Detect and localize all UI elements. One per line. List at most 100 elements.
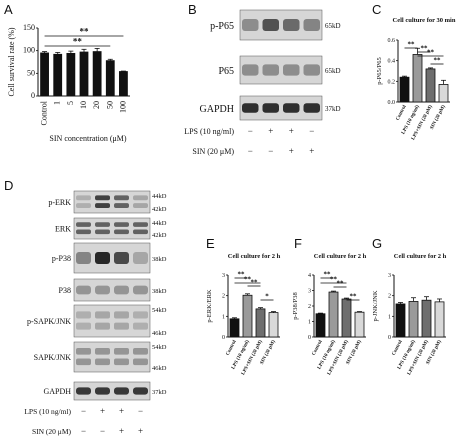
treatment-sign: + bbox=[268, 126, 273, 136]
treatment-sign: + bbox=[309, 146, 314, 156]
bar bbox=[425, 68, 436, 103]
blot-row-label: p-P38 bbox=[52, 254, 71, 263]
band bbox=[95, 195, 110, 201]
band bbox=[114, 387, 129, 395]
bar bbox=[242, 294, 253, 338]
band bbox=[76, 285, 91, 295]
band bbox=[95, 348, 110, 355]
band bbox=[242, 19, 259, 31]
significance-marker: ** bbox=[350, 293, 358, 301]
significance-marker: ** bbox=[421, 45, 429, 53]
bar bbox=[341, 298, 352, 338]
bar bbox=[79, 51, 89, 97]
molecular-weight-label: 46kD bbox=[152, 330, 167, 337]
y-tick-label: 3 bbox=[308, 289, 311, 295]
blot-background bbox=[73, 381, 151, 401]
blot-background bbox=[73, 190, 151, 214]
x-tick-label: Control bbox=[312, 339, 324, 357]
x-axis-label: SIN concentration (μM) bbox=[49, 134, 126, 143]
band bbox=[133, 322, 148, 330]
molecular-weight-label: 54kD bbox=[152, 344, 167, 351]
band bbox=[133, 229, 148, 235]
blot-row-label: p-ERK bbox=[48, 198, 71, 207]
y-tick-label: 0 bbox=[308, 335, 311, 341]
x-tick-label: 100 bbox=[118, 101, 127, 113]
blot-panel-b: p-P65 65kD P65 65kD GAPDH 37kD LPS (10 ng/ml) −… bbox=[184, 9, 341, 156]
band bbox=[114, 322, 129, 330]
y-tick-label: 100 bbox=[23, 46, 35, 55]
band bbox=[262, 64, 279, 76]
significance-marker: ** bbox=[244, 276, 252, 284]
band bbox=[114, 311, 129, 319]
panel-letter-b: B bbox=[188, 2, 197, 17]
treatment-label: LPS (10 ng/ml) bbox=[24, 407, 71, 416]
bar bbox=[119, 71, 128, 97]
blot-background bbox=[73, 304, 151, 338]
band bbox=[133, 285, 148, 295]
treatment-sign: − bbox=[81, 426, 86, 436]
molecular-weight-label: 37kD bbox=[152, 389, 167, 396]
significance-marker: ** bbox=[324, 271, 332, 279]
chart-c: Cell culture for 30 min 0.0 0.2 0.4 0.6 p-P65… bbox=[376, 17, 456, 141]
y-tick-label: 0.6 bbox=[388, 38, 396, 44]
band bbox=[114, 285, 129, 295]
band bbox=[133, 203, 148, 208]
y-tick-label: 0 bbox=[31, 91, 35, 100]
blot-row-label: P38 bbox=[59, 286, 71, 295]
significance-marker: ** bbox=[427, 49, 435, 57]
x-tick-label: 1 bbox=[53, 101, 62, 105]
band bbox=[95, 203, 110, 208]
band bbox=[133, 222, 148, 227]
x-tick-label: 50 bbox=[105, 101, 114, 109]
band bbox=[303, 64, 320, 76]
bar bbox=[229, 318, 240, 338]
x-tick-label: Control bbox=[396, 104, 408, 122]
band bbox=[242, 103, 259, 113]
bar bbox=[421, 299, 432, 338]
band bbox=[114, 358, 129, 366]
treatment-sign: + bbox=[289, 126, 294, 136]
significance-marker: * bbox=[265, 293, 269, 301]
treatment-sign: + bbox=[119, 406, 124, 416]
treatment-sign: − bbox=[268, 146, 273, 156]
panel-letter-a: A bbox=[4, 2, 13, 17]
panel-letter-c: C bbox=[372, 2, 381, 17]
y-tick-label: 0 bbox=[222, 335, 225, 341]
bar bbox=[92, 51, 102, 97]
blot-background bbox=[73, 278, 151, 302]
bar bbox=[268, 312, 279, 338]
blot-panel-d: p-ERK 44kD 42kD ERK 44kD 42kD p-P38 38kD P38 38kD… bbox=[24, 190, 167, 436]
y-tick-label: 1 bbox=[222, 314, 225, 320]
y-tick-label: 0 bbox=[388, 335, 391, 341]
chart-title: Cell culture for 2 h bbox=[394, 253, 447, 260]
treatment-label: SIN (20 μM) bbox=[32, 427, 72, 436]
chart-title: Cell culture for 30 min bbox=[393, 17, 456, 24]
y-tick-label: 1 bbox=[308, 320, 311, 326]
molecular-weight-label: 46kD bbox=[152, 365, 167, 372]
molecular-weight-label: 42kD bbox=[152, 206, 167, 213]
y-tick-label: 0.4 bbox=[388, 59, 396, 65]
band bbox=[133, 195, 148, 201]
treatment-label: SIN (20 μM) bbox=[192, 147, 234, 156]
significance-marker: ** bbox=[330, 276, 338, 284]
molecular-weight-label: 38kD bbox=[152, 288, 167, 295]
molecular-weight-label: 44kD bbox=[152, 220, 167, 227]
significance-marker: ** bbox=[251, 279, 259, 287]
bar bbox=[434, 301, 445, 338]
x-tick-label: Control bbox=[226, 339, 238, 357]
band bbox=[95, 311, 110, 319]
treatment-sign: + bbox=[119, 426, 124, 436]
blots: p-P65 65kD P65 65kD GAPDH 37kD LPS (10 ng/ml) −… bbox=[24, 9, 341, 436]
bar bbox=[40, 52, 49, 97]
significance-marker: ** bbox=[434, 57, 442, 65]
bar bbox=[66, 52, 76, 97]
blot-row-label: P65 bbox=[218, 66, 234, 77]
blot-row-label: p-SAPK/JNK bbox=[27, 317, 71, 326]
band bbox=[133, 348, 148, 355]
y-tick-label: 0.2 bbox=[388, 79, 396, 85]
y-axis-label: p-ERK/ERK bbox=[206, 289, 213, 323]
molecular-weight-label: 54kD bbox=[152, 307, 167, 314]
panel-letter-e: E bbox=[206, 236, 215, 251]
